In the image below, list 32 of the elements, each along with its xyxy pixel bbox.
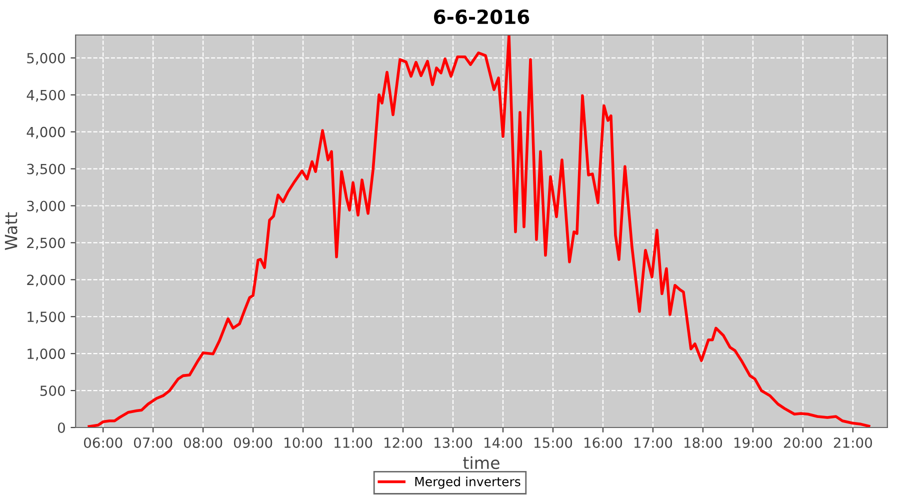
y-tick-label: 0 — [58, 422, 65, 433]
x-axis-title: time — [463, 456, 500, 470]
x-tick-label: 11:00 — [334, 437, 372, 448]
x-tick-label: 21:00 — [834, 437, 872, 448]
y-tick-label: 4,000 — [26, 126, 65, 139]
y-tick-label: 3,500 — [27, 164, 65, 176]
y-tick-label: 4,500 — [26, 90, 65, 102]
x-tick-label: 15:00 — [534, 437, 572, 448]
y-tick-label: 2,500 — [27, 238, 65, 250]
y-tick-label: 3,000 — [27, 200, 65, 213]
x-tick-label: 16:00 — [584, 437, 622, 448]
line-series — [88, 35, 870, 428]
x-tick-label: 20:00 — [784, 437, 822, 448]
x-tick-label: 06:00 — [84, 437, 122, 448]
y-tick-label: 5,000 — [27, 52, 65, 65]
y-tick-label: 1,000 — [28, 348, 65, 360]
x-tick-label: 18:00 — [684, 437, 722, 448]
chart-title: 6-6-2016 — [434, 9, 530, 24]
x-tick-label: 19:00 — [734, 437, 772, 448]
x-tick-label: 08:00 — [184, 437, 222, 448]
x-tick-label: 14:00 — [484, 437, 522, 448]
x-tick-label: 09:00 — [234, 437, 272, 448]
y-tick-label: 500 — [40, 386, 65, 396]
legend-label: Merged inverters — [415, 476, 520, 489]
x-tick-label: 13:00 — [434, 437, 472, 448]
x-tick-label: 12:00 — [384, 437, 422, 448]
y-tick-label: 1,500 — [28, 312, 65, 324]
y-axis-title: Watt — [4, 212, 18, 250]
x-tick-label: 07:00 — [134, 437, 172, 448]
y-tick-label: 2,000 — [27, 274, 65, 287]
x-tick-label: 17:00 — [634, 437, 672, 448]
x-tick-label: 10:00 — [284, 437, 322, 448]
